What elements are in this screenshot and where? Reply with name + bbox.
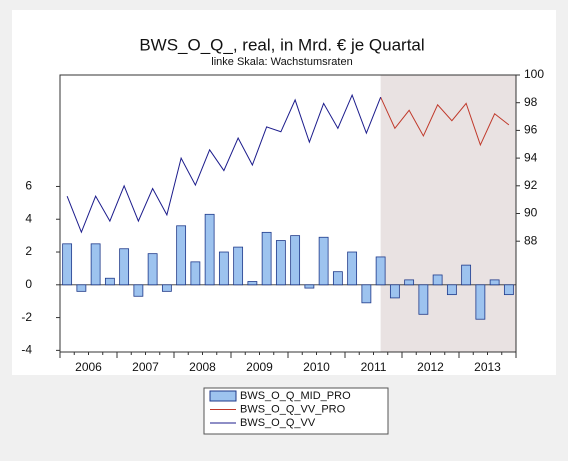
bar <box>147 253 158 286</box>
bar <box>76 284 87 292</box>
y2-tick-label: 90 <box>524 206 538 220</box>
bar <box>432 274 443 286</box>
bar <box>247 281 258 286</box>
legend-label: BWS_O_Q_MID_PRO <box>240 390 351 402</box>
legend-label: BWS_O_Q_VV_PRO <box>240 403 346 415</box>
bar <box>275 240 286 286</box>
legend-swatch <box>209 390 237 402</box>
y-tick-label: 4 <box>25 211 32 225</box>
x-tick-label: 2008 <box>189 360 216 374</box>
bar <box>361 284 372 304</box>
y2-tick-label: 98 <box>524 95 538 109</box>
x-tick-label: 2011 <box>361 360 387 374</box>
bar <box>204 213 215 286</box>
bar <box>261 231 272 286</box>
y-tick-label: 0 <box>25 277 32 291</box>
chart-title: BWS_O_Q_, real, in Mrd. € je Quartal <box>139 35 424 54</box>
bar <box>318 236 329 286</box>
bar <box>347 251 358 286</box>
bar <box>418 284 429 315</box>
y2-tick-label: 92 <box>524 178 538 192</box>
y2-tick-label: 96 <box>524 123 538 137</box>
bar <box>489 279 500 286</box>
x-tick-label: 2006 <box>75 360 102 374</box>
y-tick-label: 6 <box>25 179 32 193</box>
bar <box>176 225 187 286</box>
bar <box>233 246 244 286</box>
bar <box>119 248 130 286</box>
bar <box>90 243 101 286</box>
bar <box>133 284 144 297</box>
bar <box>503 284 514 296</box>
bar <box>475 284 486 320</box>
line <box>380 96 510 147</box>
bar <box>304 284 315 289</box>
y2-tick-label: 94 <box>524 150 538 164</box>
y-tick-label: -4 <box>21 343 32 357</box>
bar <box>190 261 201 286</box>
bar <box>461 264 472 286</box>
x-tick-label: 2013 <box>474 360 501 374</box>
bar <box>161 284 172 292</box>
x-tick-label: 2009 <box>246 360 273 374</box>
y2-tick-label: 100 <box>524 67 544 81</box>
line <box>66 93 382 234</box>
bar <box>332 271 343 286</box>
y-tick-label: 2 <box>25 244 32 258</box>
x-tick-label: 2010 <box>303 360 330 374</box>
bar <box>290 235 301 286</box>
legend-label: BWS_O_Q_VV <box>240 417 316 429</box>
bar <box>446 284 457 296</box>
x-tick-label: 2012 <box>417 360 444 374</box>
bar <box>218 251 229 286</box>
y2-tick-label: 88 <box>524 233 538 247</box>
chart-subtitle: linke Skala: Wachstumsraten <box>211 56 352 68</box>
bar <box>62 243 73 286</box>
bar <box>375 256 386 286</box>
forecast-shade <box>380 75 516 352</box>
bar <box>389 284 400 299</box>
bar <box>104 277 115 286</box>
y-tick-label: -2 <box>21 310 32 324</box>
x-tick-label: 2007 <box>132 360 159 374</box>
bar <box>404 279 415 286</box>
